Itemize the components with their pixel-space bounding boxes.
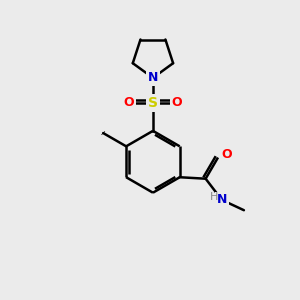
Text: H: H — [210, 192, 219, 202]
Text: N: N — [217, 194, 227, 206]
Text: O: O — [172, 96, 182, 110]
Text: N: N — [148, 71, 158, 84]
Text: O: O — [221, 148, 232, 161]
Text: O: O — [124, 96, 134, 110]
Text: S: S — [148, 96, 158, 110]
